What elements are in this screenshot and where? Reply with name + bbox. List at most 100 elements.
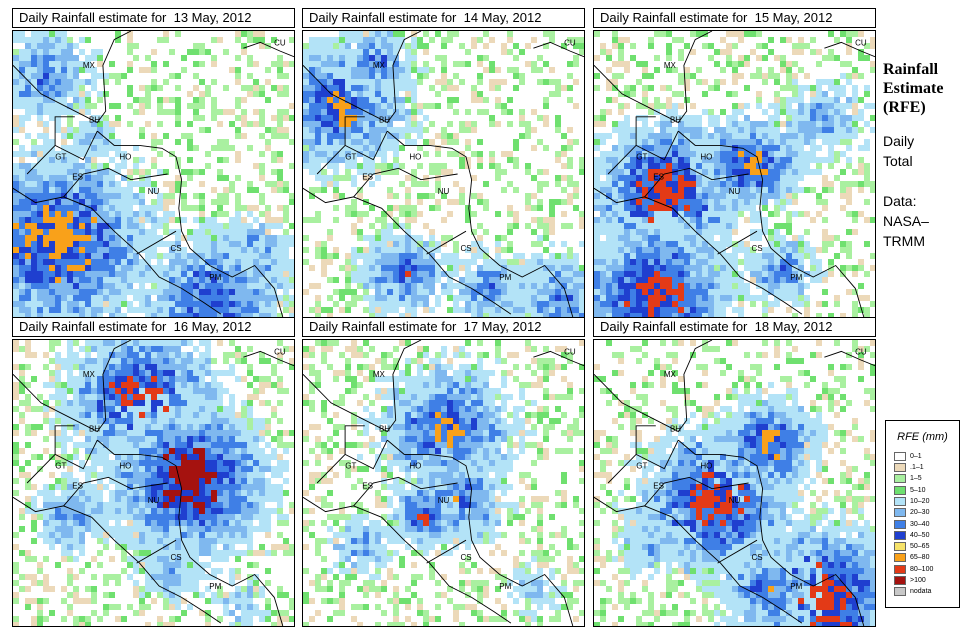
rainfall-grid: MX BH GT HO ES NU CS PM CU [594, 31, 875, 317]
rainfall-grid: MX BH GT HO ES NU CS PM CU [303, 340, 584, 626]
country-label: ES [362, 482, 373, 491]
legend-swatch [894, 451, 906, 461]
panel-title: Daily Rainfall estimate for 16 May, 2012 [12, 317, 295, 337]
country-label: CU [564, 347, 576, 356]
rainfall-map: MX BH GT HO ES NU CS PM CU [302, 339, 585, 627]
country-label: GT [636, 153, 647, 162]
legend-item: 80–100 [894, 564, 933, 575]
legend-swatch [894, 576, 906, 586]
legend-label: 0–1 [910, 452, 922, 460]
country-label: CU [274, 38, 286, 47]
country-label: HO [119, 153, 131, 162]
country-label: CS [460, 553, 471, 562]
rfe-title: Rainfall Estimate (RFE) [883, 61, 944, 116]
rainfall-grid: MX BH GT HO ES NU CS PM CU [13, 340, 294, 626]
country-label: PM [209, 273, 221, 282]
legend-swatch [894, 474, 906, 484]
legend-item: >100 [894, 575, 926, 586]
country-label: BH [89, 425, 100, 434]
source-label-1: NASA– [883, 213, 929, 229]
coastline-border [387, 130, 574, 317]
coastline-border [533, 350, 584, 367]
country-label: BH [89, 116, 100, 125]
coastline-border [644, 167, 749, 198]
coastline-border [344, 130, 388, 161]
rainfall-grid: MX BH GT HO ES NU CS PM CU [594, 340, 875, 626]
legend-swatch [894, 519, 906, 529]
legend-label: 20–30 [910, 509, 930, 517]
country-label: CS [751, 553, 762, 562]
total-label: Total [883, 153, 913, 169]
coastline-border [824, 350, 875, 367]
country-label: MX [373, 370, 386, 379]
country-label: MX [83, 370, 96, 379]
country-label: HO [409, 462, 421, 471]
country-label: MX [373, 61, 386, 70]
legend-label: 40–50 [910, 531, 930, 539]
coastline-border [717, 539, 758, 564]
data-label: Data: [883, 193, 917, 209]
coastline-border [316, 425, 365, 484]
rainfall-map-panel: Daily Rainfall estimate for 17 May, 2012… [302, 317, 585, 627]
coastline-border [303, 496, 512, 624]
legend-swatch [894, 553, 906, 563]
country-label: GT [55, 153, 66, 162]
rainfall-map-panel: Daily Rainfall estimate for 16 May, 2012… [12, 317, 295, 627]
legend-item: 0–1 [894, 451, 922, 462]
coastline-border [717, 230, 758, 255]
legend-item: 10–20 [894, 496, 929, 507]
legend-title: RFE (mm) [897, 431, 948, 443]
rainfall-map-panel: Daily Rainfall estimate for 13 May, 2012… [12, 8, 295, 318]
coastline-border [426, 230, 467, 255]
legend-swatch [894, 496, 906, 506]
coastline-border [26, 425, 75, 484]
country-label: GT [636, 462, 647, 471]
rainfall-map: MX BH GT HO ES NU CS PM CU [12, 339, 295, 627]
country-label: HO [700, 153, 712, 162]
legend-label: .1–1 [910, 464, 924, 472]
country-label: GT [345, 153, 356, 162]
country-label: CS [460, 244, 471, 253]
coastline-border [644, 476, 749, 507]
coastline-border [13, 187, 222, 315]
legend-swatch [894, 587, 906, 597]
coastline-border [54, 439, 98, 470]
coastline-border [594, 187, 803, 315]
legend-item: 50–65 [894, 541, 929, 552]
legend-item: 65–80 [894, 553, 929, 564]
rainfall-map-panel: Daily Rainfall estimate for 14 May, 2012… [302, 8, 585, 318]
legend-swatch [894, 485, 906, 495]
rainfall-map: MX BH GT HO ES NU CS PM CU [302, 30, 585, 318]
country-label: NU [148, 496, 160, 505]
legend-label: 5–10 [910, 486, 926, 494]
country-label: CU [564, 38, 576, 47]
country-label: MX [664, 61, 677, 70]
country-label: CU [274, 347, 286, 356]
country-label: PM [790, 273, 802, 282]
legend-label: nodata [910, 588, 932, 596]
coastline-border [607, 425, 656, 484]
coastline-border [824, 41, 875, 58]
country-label: CS [170, 244, 181, 253]
panel-title: Daily Rainfall estimate for 15 May, 2012 [593, 8, 876, 28]
country-label: CU [855, 347, 867, 356]
rainfall-map: MX BH GT HO ES NU CS PM CU [12, 30, 295, 318]
coastline-border [243, 350, 294, 367]
country-label: ES [72, 173, 83, 182]
country-label: BH [379, 425, 390, 434]
coastline-border [594, 496, 803, 624]
country-label: NU [438, 496, 450, 505]
coastline-border [136, 230, 177, 255]
coastline-border [635, 439, 679, 470]
country-label: BH [670, 425, 681, 434]
rainfall-map: MX BH GT HO ES NU CS PM CU [593, 30, 876, 318]
coastline-border [63, 476, 168, 507]
daily-label: Daily [883, 133, 915, 149]
coastline-border [316, 116, 365, 175]
legend-swatch [894, 508, 906, 518]
country-label: ES [653, 482, 664, 491]
legend-label: 80–100 [910, 565, 934, 573]
legend-item: 40–50 [894, 530, 929, 541]
coastline-border [97, 439, 284, 626]
legend-item: nodata [894, 587, 931, 598]
